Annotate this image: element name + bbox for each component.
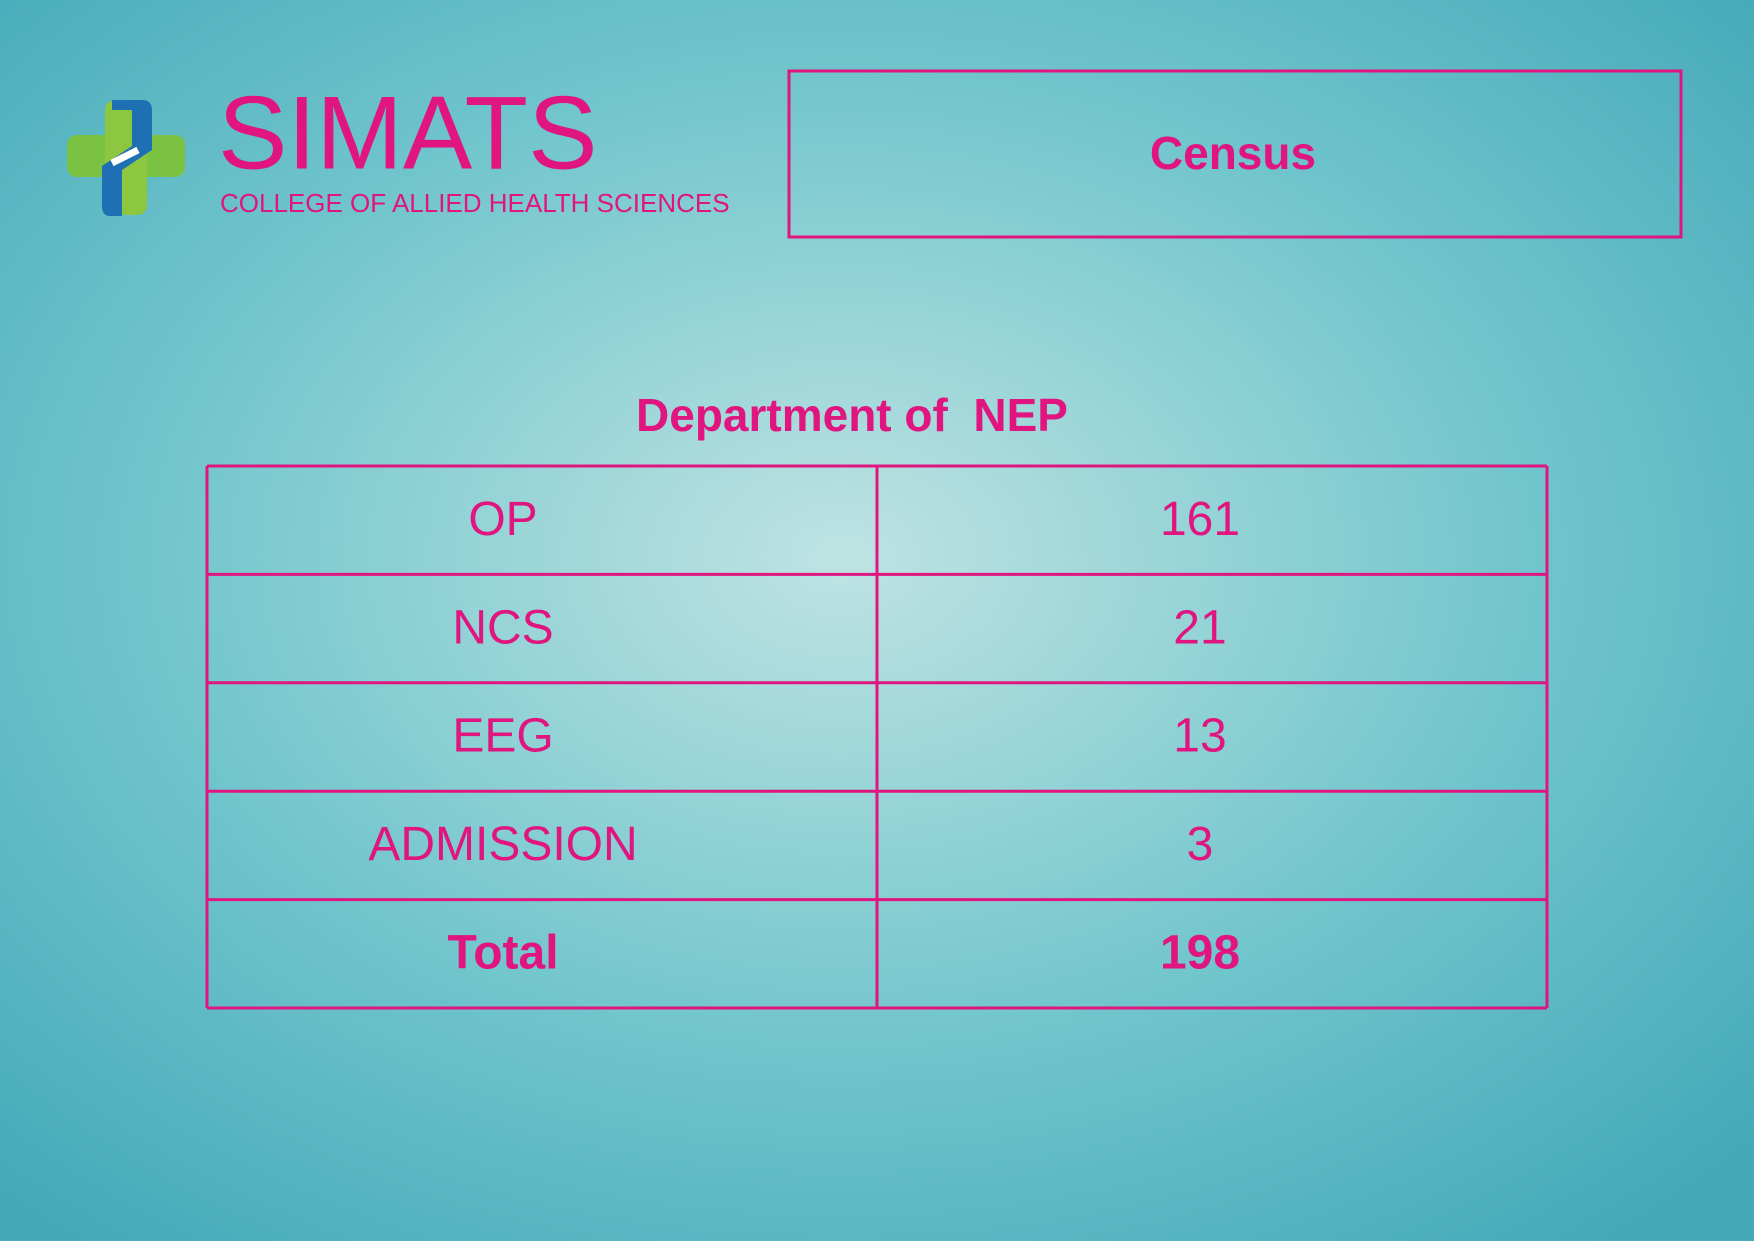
row-value: 21 xyxy=(1173,601,1226,654)
logo-icon xyxy=(67,100,185,216)
row-label: OP xyxy=(468,493,537,546)
row-value: 13 xyxy=(1173,710,1226,763)
row-label: ADMISSION xyxy=(368,818,637,871)
row-label: NCS xyxy=(452,601,553,654)
row-value: 3 xyxy=(1187,818,1214,871)
row-label: EEG xyxy=(452,710,553,763)
table-caption: Department of NEP xyxy=(636,389,1068,441)
logo-subtitle: COLLEGE OF ALLIED HEALTH SCIENCES xyxy=(220,188,730,218)
row-value: 161 xyxy=(1160,493,1240,546)
row-label: Total xyxy=(447,926,558,979)
logo-title: SIMATS xyxy=(218,75,597,191)
title: Census xyxy=(1150,127,1316,179)
title-box xyxy=(787,69,1683,239)
row-value: 198 xyxy=(1160,926,1240,979)
